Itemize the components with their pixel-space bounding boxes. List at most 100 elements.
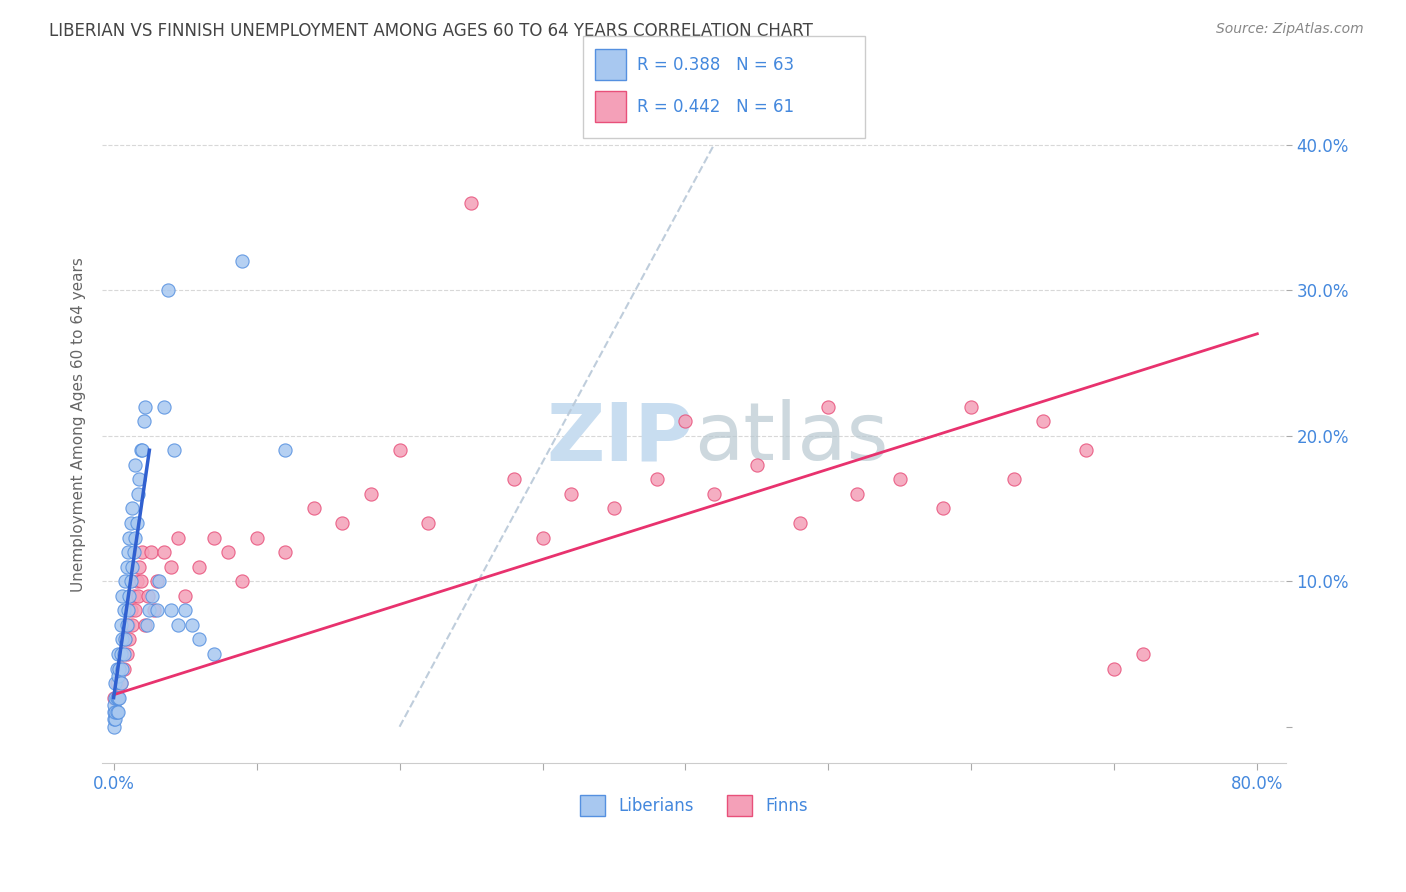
Point bbox=[1032, 414, 1054, 428]
Point bbox=[152, 400, 174, 414]
Point bbox=[105, 690, 128, 705]
Point bbox=[104, 713, 127, 727]
Point bbox=[745, 458, 768, 472]
Point bbox=[167, 618, 190, 632]
Point bbox=[107, 690, 129, 705]
Point bbox=[1074, 443, 1097, 458]
Point bbox=[332, 516, 354, 530]
Point bbox=[112, 647, 135, 661]
Point bbox=[129, 443, 152, 458]
Point bbox=[134, 400, 156, 414]
Point bbox=[603, 501, 626, 516]
Text: atlas: atlas bbox=[695, 400, 889, 477]
Point bbox=[120, 516, 142, 530]
Point bbox=[231, 574, 253, 589]
Point bbox=[118, 632, 141, 647]
Point bbox=[108, 690, 131, 705]
Point bbox=[131, 443, 153, 458]
Point bbox=[120, 574, 142, 589]
Point bbox=[108, 661, 131, 675]
Point bbox=[1002, 472, 1025, 486]
Point bbox=[703, 487, 725, 501]
Point bbox=[110, 676, 132, 690]
Point bbox=[124, 531, 146, 545]
Point bbox=[889, 472, 911, 486]
Point bbox=[125, 574, 148, 589]
Point bbox=[160, 559, 183, 574]
Point bbox=[124, 458, 146, 472]
Point bbox=[103, 690, 125, 705]
Point bbox=[231, 254, 253, 268]
Point bbox=[107, 647, 129, 661]
Point bbox=[103, 705, 125, 719]
Point bbox=[115, 647, 138, 661]
Point bbox=[125, 516, 148, 530]
Point bbox=[135, 618, 157, 632]
Point bbox=[129, 574, 152, 589]
Point bbox=[560, 487, 582, 501]
Point bbox=[188, 559, 211, 574]
Point bbox=[105, 676, 128, 690]
Point bbox=[104, 705, 127, 719]
Point bbox=[152, 545, 174, 559]
Point bbox=[103, 720, 125, 734]
Point bbox=[460, 195, 482, 210]
Legend: Liberians, Finns: Liberians, Finns bbox=[574, 789, 815, 822]
Point bbox=[115, 618, 138, 632]
Point bbox=[117, 603, 139, 617]
Point bbox=[121, 618, 143, 632]
Text: R = 0.388   N = 63: R = 0.388 N = 63 bbox=[637, 56, 794, 74]
Point bbox=[105, 661, 128, 675]
Text: R = 0.442   N = 61: R = 0.442 N = 61 bbox=[637, 98, 794, 116]
Text: ZIP: ZIP bbox=[547, 400, 695, 477]
Point bbox=[302, 501, 325, 516]
Point bbox=[503, 472, 526, 486]
Point bbox=[127, 589, 149, 603]
Point bbox=[846, 487, 869, 501]
Point bbox=[274, 545, 297, 559]
Text: Source: ZipAtlas.com: Source: ZipAtlas.com bbox=[1216, 22, 1364, 37]
Point bbox=[138, 603, 160, 617]
Point bbox=[817, 400, 839, 414]
Point bbox=[118, 589, 141, 603]
Point bbox=[136, 589, 159, 603]
Point bbox=[145, 603, 167, 617]
Point bbox=[110, 618, 132, 632]
Point bbox=[131, 545, 153, 559]
Point bbox=[127, 487, 149, 501]
Point bbox=[132, 414, 155, 428]
Point bbox=[103, 698, 125, 712]
Point bbox=[1132, 647, 1154, 661]
Point bbox=[160, 603, 183, 617]
Point bbox=[1104, 661, 1126, 675]
Point bbox=[104, 690, 127, 705]
Point bbox=[107, 690, 129, 705]
Point bbox=[103, 713, 125, 727]
Point bbox=[122, 545, 145, 559]
Point bbox=[181, 618, 204, 632]
Point bbox=[110, 647, 132, 661]
Point bbox=[117, 545, 139, 559]
Point bbox=[174, 603, 197, 617]
Point bbox=[645, 472, 668, 486]
Point bbox=[156, 283, 179, 297]
Point bbox=[388, 443, 411, 458]
Point bbox=[108, 661, 131, 675]
Point bbox=[142, 603, 165, 617]
Point bbox=[960, 400, 983, 414]
Point bbox=[789, 516, 811, 530]
Point bbox=[174, 589, 197, 603]
Point bbox=[118, 531, 141, 545]
Point bbox=[114, 574, 136, 589]
Point bbox=[104, 705, 127, 719]
Point bbox=[107, 705, 129, 719]
Point bbox=[105, 705, 128, 719]
Point bbox=[111, 589, 134, 603]
Point bbox=[128, 559, 150, 574]
Text: LIBERIAN VS FINNISH UNEMPLOYMENT AMONG AGES 60 TO 64 YEARS CORRELATION CHART: LIBERIAN VS FINNISH UNEMPLOYMENT AMONG A… bbox=[49, 22, 813, 40]
Point bbox=[111, 661, 134, 675]
Point bbox=[360, 487, 382, 501]
Y-axis label: Unemployment Among Ages 60 to 64 years: Unemployment Among Ages 60 to 64 years bbox=[72, 257, 86, 592]
Point bbox=[124, 603, 146, 617]
Point bbox=[104, 676, 127, 690]
